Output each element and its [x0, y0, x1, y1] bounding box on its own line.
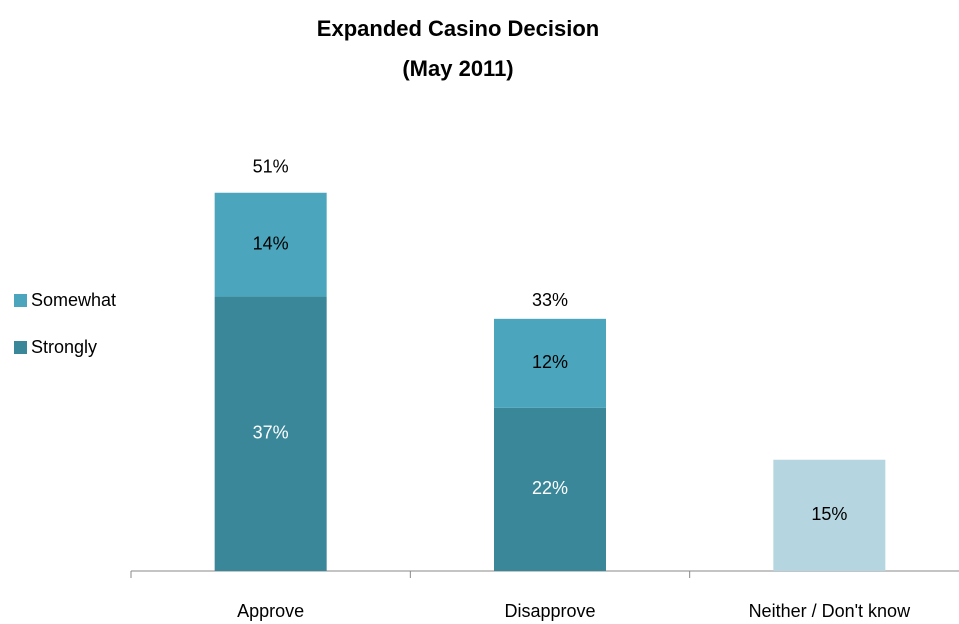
data-label: 22% [532, 478, 568, 498]
bar-segment [494, 407, 606, 571]
bar-segment [214, 192, 327, 297]
legend-label: Strongly [31, 337, 97, 357]
legend-swatch [14, 341, 27, 354]
data-label: 15% [811, 504, 847, 524]
legend-swatch [14, 294, 27, 307]
bar-segment [494, 318, 606, 408]
legend-label: Somewhat [31, 290, 116, 310]
total-label: 51% [253, 157, 289, 177]
data-label: 37% [253, 423, 289, 443]
x-tick-label: Disapprove [504, 601, 595, 621]
data-label: 14% [253, 233, 289, 253]
data-label: 12% [532, 352, 568, 372]
chart-title: Expanded Casino Decision [317, 16, 599, 41]
bar-segment [773, 459, 886, 571]
x-tick-label: Neither / Don't know [749, 601, 912, 621]
total-label: 33% [532, 290, 568, 310]
chart-subtitle: (May 2011) [402, 56, 513, 81]
x-tick-label: Approve [237, 601, 304, 621]
bar-segment [214, 296, 327, 571]
